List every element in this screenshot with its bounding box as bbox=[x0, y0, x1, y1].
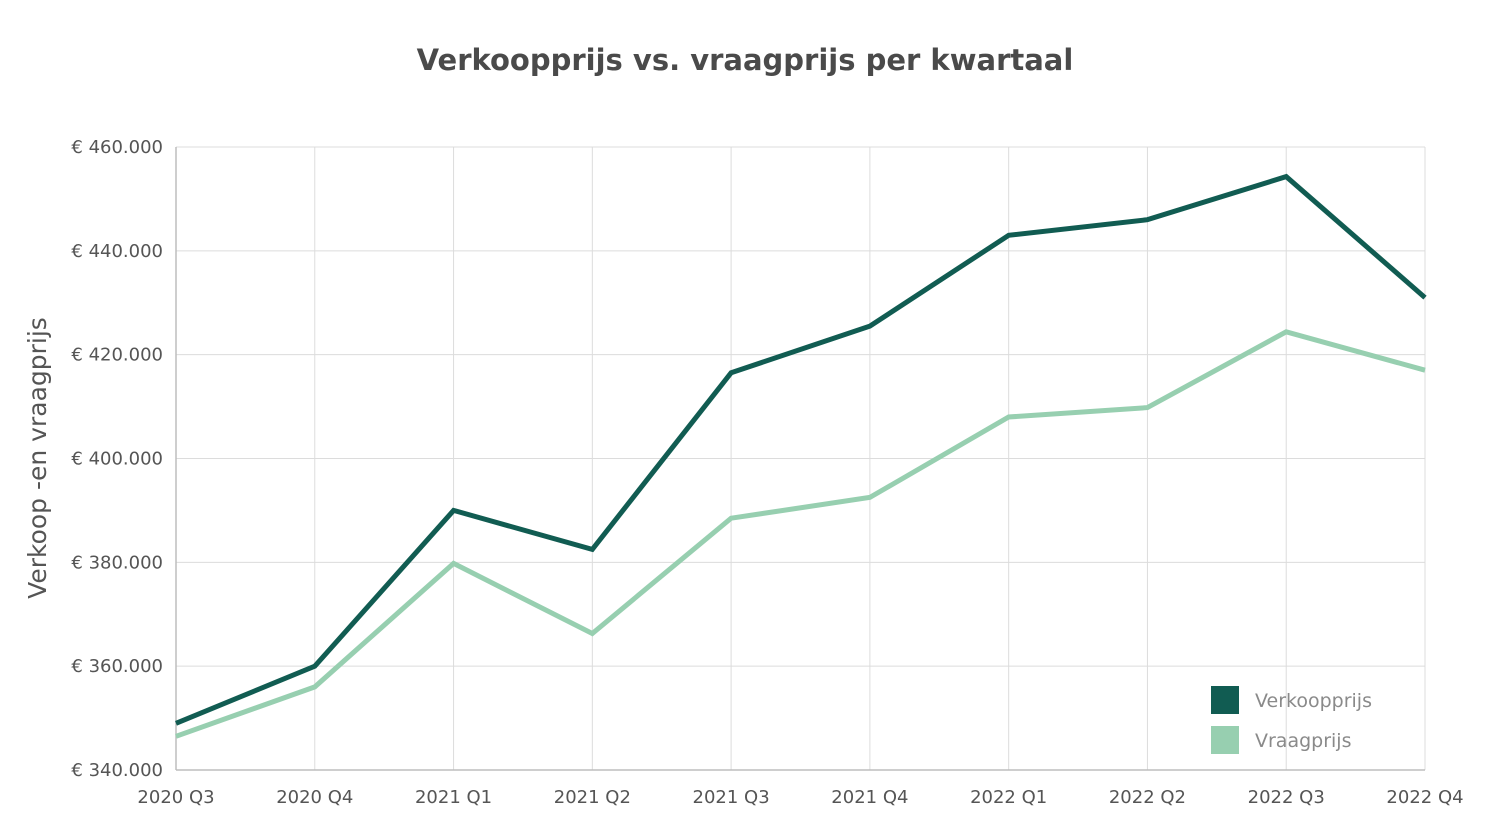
series-line-verkoopprijs bbox=[175, 173, 1427, 726]
y-tick-label: € 400.000 bbox=[71, 449, 163, 470]
y-tick-label: € 360.000 bbox=[71, 656, 163, 677]
y-tick-label: € 440.000 bbox=[71, 241, 163, 262]
grid bbox=[175, 146, 1426, 771]
x-tick-label: 2021 Q1 bbox=[415, 787, 492, 808]
x-tick-label: 2020 Q4 bbox=[276, 787, 353, 808]
legend: Verkoopprijs Vraagprijs bbox=[1211, 686, 1372, 754]
chart-title: Verkoopprijs vs. vraagprijs per kwartaal bbox=[417, 43, 1074, 77]
x-tick-label: 2021 Q4 bbox=[831, 787, 908, 808]
x-axis-ticks: 2020 Q3 2020 Q4 2021 Q1 2021 Q2 2021 Q3 2021 … bbox=[137, 787, 1463, 808]
x-tick-label: 2021 Q3 bbox=[693, 787, 770, 808]
y-tick-label: € 460.000 bbox=[71, 137, 163, 158]
series-line-vraagprijs bbox=[175, 329, 1426, 739]
x-tick-label: 2021 Q2 bbox=[554, 787, 631, 808]
x-tick-label: 2022 Q1 bbox=[970, 787, 1047, 808]
x-tick-label: 2022 Q3 bbox=[1248, 787, 1325, 808]
series-lines bbox=[175, 173, 1427, 739]
legend-label: Verkoopprijs bbox=[1255, 690, 1372, 712]
y-axis-ticks: € 340.000 € 360.000 € 380.000 € 400.000 € 42… bbox=[71, 137, 163, 781]
y-axis-label: Verkoop -en vraagprijs bbox=[23, 317, 52, 599]
x-tick-label: 2022 Q2 bbox=[1109, 787, 1186, 808]
y-tick-label: € 420.000 bbox=[71, 345, 163, 366]
x-tick-label: 2022 Q4 bbox=[1386, 787, 1463, 808]
legend-swatch bbox=[1211, 726, 1239, 754]
legend-label: Vraagprijs bbox=[1255, 730, 1351, 752]
y-tick-label: € 380.000 bbox=[71, 552, 163, 573]
legend-swatch bbox=[1211, 686, 1239, 714]
x-tick-label: 2020 Q3 bbox=[137, 787, 214, 808]
y-tick-label: € 340.000 bbox=[71, 760, 163, 781]
